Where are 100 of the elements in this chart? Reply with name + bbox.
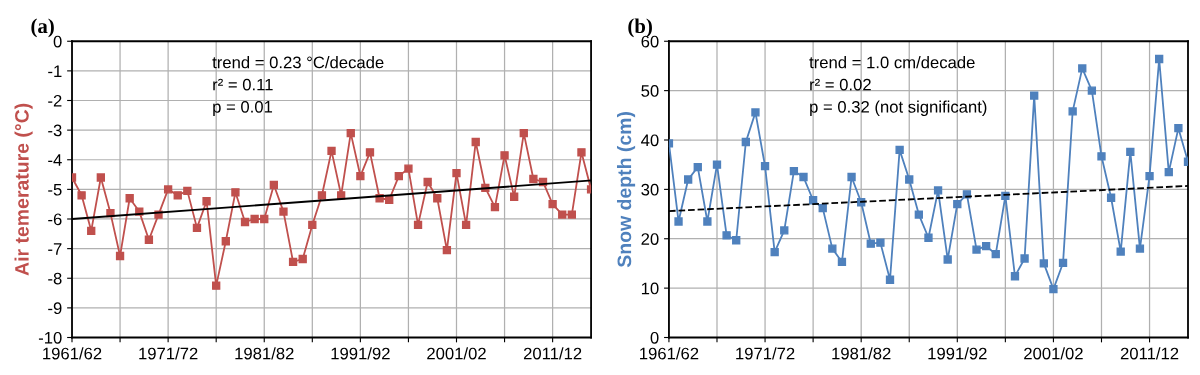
point	[115, 251, 125, 261]
point	[365, 148, 375, 157]
y-tick-label: -3	[48, 124, 62, 137]
point	[933, 186, 943, 195]
point	[577, 148, 586, 157]
point	[953, 200, 962, 209]
point	[413, 220, 423, 230]
point	[1106, 193, 1116, 202]
y-axis-title: Air temerature (°C)	[14, 103, 33, 276]
point	[490, 202, 500, 212]
point	[751, 108, 760, 117]
x-tick-label: 1981/82	[235, 347, 294, 360]
point	[87, 226, 96, 236]
y-tick-label: -9	[48, 302, 62, 315]
point	[1135, 244, 1145, 253]
x-tick-label: 2011/12	[1120, 347, 1179, 360]
point	[308, 220, 317, 230]
point	[279, 207, 288, 216]
y-tick-label: 0	[53, 35, 62, 48]
point	[240, 217, 250, 227]
annotation: r² = 0.02	[810, 78, 871, 91]
y-tick-label: -2	[48, 94, 62, 107]
point	[77, 191, 86, 200]
point	[567, 210, 577, 219]
annotation: trend = 0.23 °C/decade	[212, 56, 384, 69]
point	[722, 231, 731, 240]
y-axis-title: Snow depth (cm)	[616, 112, 636, 268]
point	[895, 145, 904, 155]
point	[192, 223, 202, 233]
y-tick-label: 10	[641, 282, 659, 295]
point	[770, 247, 779, 257]
point	[1145, 171, 1154, 181]
y-tick-label: -8	[48, 272, 62, 285]
x-tick-label: 1961/62	[43, 347, 102, 360]
point	[288, 257, 298, 267]
point	[269, 180, 279, 190]
point	[741, 137, 750, 147]
point	[780, 226, 789, 235]
point	[712, 160, 722, 169]
x-tick-label: 1971/72	[139, 347, 198, 360]
point	[1087, 86, 1097, 95]
point	[385, 195, 394, 204]
point	[317, 191, 327, 200]
point	[558, 210, 567, 219]
y-tick-label: -4	[48, 154, 62, 166]
point	[1126, 147, 1135, 157]
point	[404, 164, 413, 173]
point	[1039, 259, 1048, 268]
point	[876, 238, 885, 247]
point	[461, 220, 471, 230]
point	[924, 233, 933, 242]
point	[1116, 247, 1125, 256]
point	[221, 237, 230, 246]
point	[905, 175, 914, 184]
point	[1174, 123, 1183, 133]
y-tick-label: -10	[38, 331, 62, 344]
y-tick-label: -5	[48, 183, 62, 196]
point	[799, 172, 808, 182]
point	[471, 137, 480, 147]
point	[847, 172, 856, 182]
point	[327, 146, 336, 156]
x-tick-label: 1991/92	[928, 347, 987, 360]
point	[789, 166, 799, 176]
point	[828, 244, 837, 253]
x-tick-label: 1971/72	[736, 347, 795, 360]
y-tick-label: 40	[641, 134, 659, 147]
point	[972, 245, 981, 254]
point	[1164, 167, 1173, 177]
point	[1154, 54, 1164, 64]
y-tick-label: -1	[48, 65, 62, 77]
chart-title: (a)	[31, 18, 54, 38]
point	[1010, 272, 1020, 281]
y-tick-label: 50	[641, 85, 659, 97]
point	[298, 254, 307, 264]
point	[1058, 258, 1068, 268]
chart-title: (b)	[628, 18, 652, 38]
point	[1097, 152, 1106, 161]
point	[144, 235, 154, 244]
point	[356, 171, 365, 181]
point	[519, 128, 528, 138]
point	[760, 162, 770, 171]
point	[693, 162, 702, 172]
point	[674, 217, 683, 226]
point	[173, 191, 182, 200]
point	[260, 214, 269, 224]
point	[500, 151, 509, 160]
annotation: p = 0.01	[213, 100, 273, 117]
point	[1049, 284, 1058, 294]
point	[1030, 91, 1039, 100]
y-tick-label: -6	[48, 213, 62, 226]
x-tick-label: 1961/62	[640, 347, 699, 360]
point	[163, 185, 173, 194]
y-tick-label: 0	[650, 331, 659, 344]
point	[683, 175, 693, 184]
x-tick-label: 2011/12	[523, 347, 582, 360]
point	[981, 241, 991, 251]
y-tick-label: 60	[641, 35, 659, 48]
point	[423, 177, 432, 187]
point	[510, 192, 519, 201]
point	[202, 197, 211, 206]
